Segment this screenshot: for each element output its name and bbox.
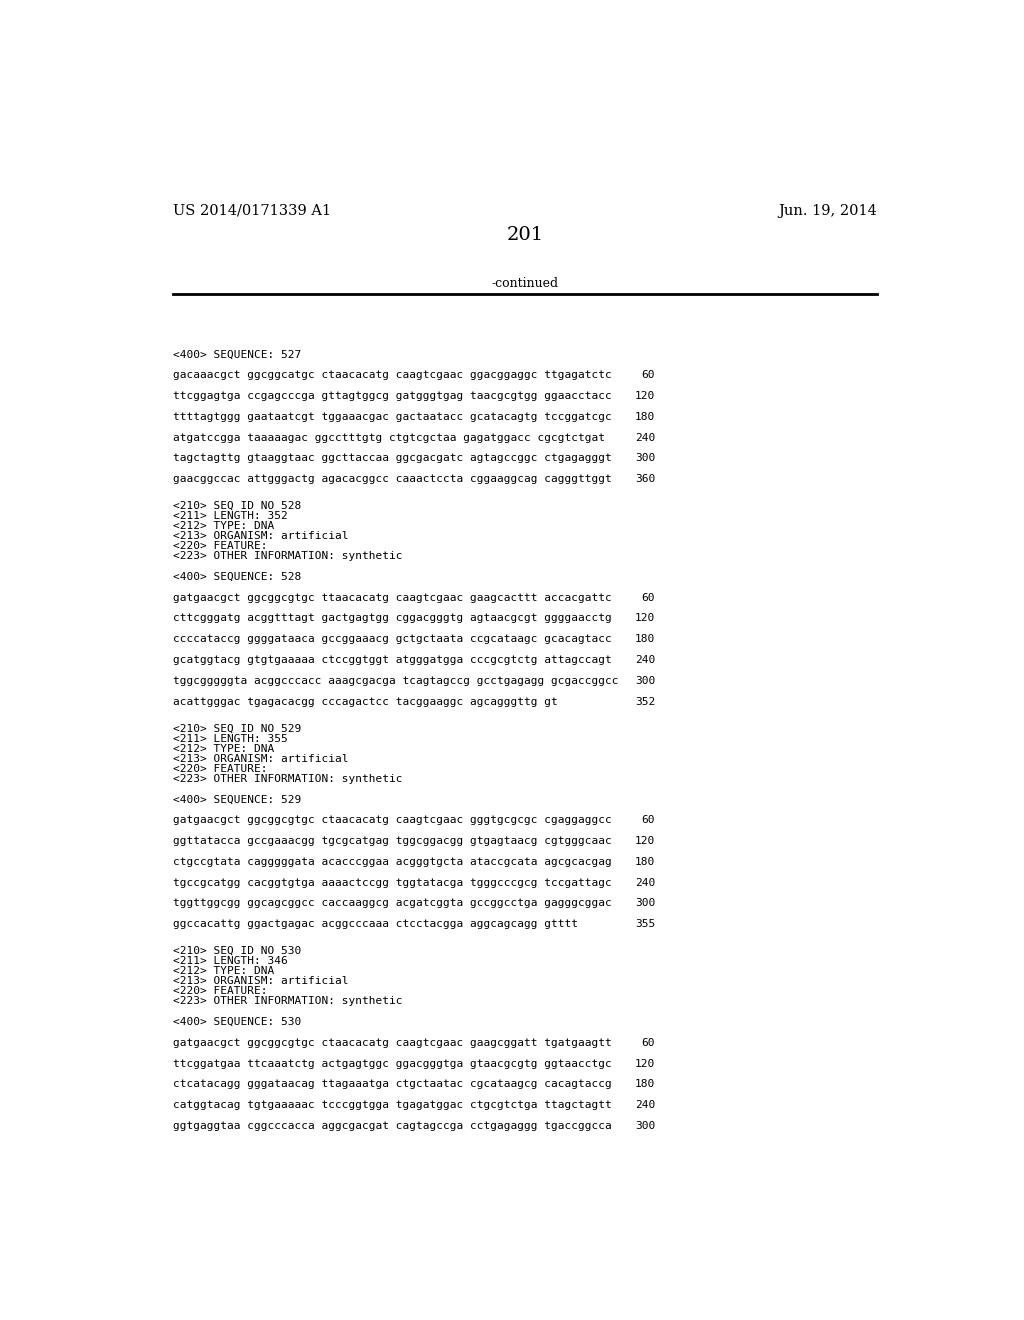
Text: 300: 300 xyxy=(635,453,655,463)
Text: tagctagttg gtaaggtaac ggcttaccaa ggcgacgatc agtagccggc ctgagagggt: tagctagttg gtaaggtaac ggcttaccaa ggcgacg… xyxy=(173,453,611,463)
Text: ggccacattg ggactgagac acggcccaaa ctcctacgga aggcagcagg gtttt: ggccacattg ggactgagac acggcccaaa ctcctac… xyxy=(173,919,578,929)
Text: <220> FEATURE:: <220> FEATURE: xyxy=(173,541,267,550)
Text: tggttggcgg ggcagcggcc caccaaggcg acgatcggta gccggcctga gagggcggac: tggttggcgg ggcagcggcc caccaaggcg acgatcg… xyxy=(173,899,611,908)
Text: 120: 120 xyxy=(635,1059,655,1068)
Text: <400> SEQUENCE: 529: <400> SEQUENCE: 529 xyxy=(173,795,301,804)
Text: <212> TYPE: DNA: <212> TYPE: DNA xyxy=(173,743,274,754)
Text: <223> OTHER INFORMATION: synthetic: <223> OTHER INFORMATION: synthetic xyxy=(173,997,402,1006)
Text: 180: 180 xyxy=(635,412,655,421)
Text: gatgaacgct ggcggcgtgc ctaacacatg caagtcgaac gggtgcgcgc cgaggaggcc: gatgaacgct ggcggcgtgc ctaacacatg caagtcg… xyxy=(173,816,611,825)
Text: -continued: -continued xyxy=(492,277,558,290)
Text: 300: 300 xyxy=(635,676,655,686)
Text: 240: 240 xyxy=(635,655,655,665)
Text: 180: 180 xyxy=(635,857,655,867)
Text: <400> SEQUENCE: 528: <400> SEQUENCE: 528 xyxy=(173,572,301,582)
Text: 300: 300 xyxy=(635,899,655,908)
Text: 120: 120 xyxy=(635,391,655,401)
Text: ggttatacca gccgaaacgg tgcgcatgag tggcggacgg gtgagtaacg cgtgggcaac: ggttatacca gccgaaacgg tgcgcatgag tggcgga… xyxy=(173,836,611,846)
Text: <211> LENGTH: 352: <211> LENGTH: 352 xyxy=(173,511,288,521)
Text: 300: 300 xyxy=(635,1121,655,1131)
Text: <210> SEQ ID NO 528: <210> SEQ ID NO 528 xyxy=(173,502,301,511)
Text: catggtacag tgtgaaaaac tcccggtgga tgagatggac ctgcgtctga ttagctagtt: catggtacag tgtgaaaaac tcccggtgga tgagatg… xyxy=(173,1100,611,1110)
Text: 240: 240 xyxy=(635,878,655,887)
Text: 60: 60 xyxy=(641,816,655,825)
Text: gacaaacgct ggcggcatgc ctaacacatg caagtcgaac ggacggaggc ttgagatctc: gacaaacgct ggcggcatgc ctaacacatg caagtcg… xyxy=(173,370,611,380)
Text: <223> OTHER INFORMATION: synthetic: <223> OTHER INFORMATION: synthetic xyxy=(173,774,402,784)
Text: tggcgggggta acggcccacc aaagcgacga tcagtagccg gcctgagagg gcgaccggcc: tggcgggggta acggcccacc aaagcgacga tcagta… xyxy=(173,676,618,686)
Text: <210> SEQ ID NO 529: <210> SEQ ID NO 529 xyxy=(173,723,301,734)
Text: 240: 240 xyxy=(635,1100,655,1110)
Text: <212> TYPE: DNA: <212> TYPE: DNA xyxy=(173,521,274,531)
Text: <211> LENGTH: 346: <211> LENGTH: 346 xyxy=(173,956,288,966)
Text: <213> ORGANISM: artificial: <213> ORGANISM: artificial xyxy=(173,977,348,986)
Text: 355: 355 xyxy=(635,919,655,929)
Text: 180: 180 xyxy=(635,1080,655,1089)
Text: gatgaacgct ggcggcgtgc ttaacacatg caagtcgaac gaagcacttt accacgattc: gatgaacgct ggcggcgtgc ttaacacatg caagtcg… xyxy=(173,593,611,603)
Text: tgccgcatgg cacggtgtga aaaactccgg tggtatacga tgggcccgcg tccgattagc: tgccgcatgg cacggtgtga aaaactccgg tggtata… xyxy=(173,878,611,887)
Text: 60: 60 xyxy=(641,370,655,380)
Text: <220> FEATURE:: <220> FEATURE: xyxy=(173,763,267,774)
Text: <211> LENGTH: 355: <211> LENGTH: 355 xyxy=(173,734,288,743)
Text: <212> TYPE: DNA: <212> TYPE: DNA xyxy=(173,966,274,975)
Text: ctgccgtata cagggggata acacccggaa acgggtgcta ataccgcata agcgcacgag: ctgccgtata cagggggata acacccggaa acgggtg… xyxy=(173,857,611,867)
Text: <220> FEATURE:: <220> FEATURE: xyxy=(173,986,267,997)
Text: US 2014/0171339 A1: US 2014/0171339 A1 xyxy=(173,203,331,218)
Text: <400> SEQUENCE: 527: <400> SEQUENCE: 527 xyxy=(173,350,301,359)
Text: 360: 360 xyxy=(635,474,655,484)
Text: 180: 180 xyxy=(635,635,655,644)
Text: 201: 201 xyxy=(506,227,544,244)
Text: gaacggccac attgggactg agacacggcc caaactccta cggaaggcag cagggttggt: gaacggccac attgggactg agacacggcc caaactc… xyxy=(173,474,611,484)
Text: 240: 240 xyxy=(635,433,655,442)
Text: 60: 60 xyxy=(641,1038,655,1048)
Text: 120: 120 xyxy=(635,836,655,846)
Text: ttttagtggg gaataatcgt tggaaacgac gactaatacc gcatacagtg tccggatcgc: ttttagtggg gaataatcgt tggaaacgac gactaat… xyxy=(173,412,611,421)
Text: 60: 60 xyxy=(641,593,655,603)
Text: <213> ORGANISM: artificial: <213> ORGANISM: artificial xyxy=(173,531,348,541)
Text: ccccataccg ggggataaca gccggaaacg gctgctaata ccgcataagc gcacagtacc: ccccataccg ggggataaca gccggaaacg gctgcta… xyxy=(173,635,611,644)
Text: 120: 120 xyxy=(635,614,655,623)
Text: atgatccgga taaaaagac ggcctttgtg ctgtcgctaa gagatggacc cgcgtctgat: atgatccgga taaaaagac ggcctttgtg ctgtcgct… xyxy=(173,433,605,442)
Text: Jun. 19, 2014: Jun. 19, 2014 xyxy=(778,203,877,218)
Text: ttcggagtga ccgagcccga gttagtggcg gatgggtgag taacgcgtgg ggaacctacc: ttcggagtga ccgagcccga gttagtggcg gatgggt… xyxy=(173,391,611,401)
Text: <213> ORGANISM: artificial: <213> ORGANISM: artificial xyxy=(173,754,348,763)
Text: 352: 352 xyxy=(635,697,655,706)
Text: gcatggtacg gtgtgaaaaa ctccggtggt atgggatgga cccgcgtctg attagccagt: gcatggtacg gtgtgaaaaa ctccggtggt atgggat… xyxy=(173,655,611,665)
Text: ttcggatgaa ttcaaatctg actgagtggc ggacgggtga gtaacgcgtg ggtaacctgc: ttcggatgaa ttcaaatctg actgagtggc ggacggg… xyxy=(173,1059,611,1068)
Text: ggtgaggtaa cggcccacca aggcgacgat cagtagccga cctgagaggg tgaccggcca: ggtgaggtaa cggcccacca aggcgacgat cagtagc… xyxy=(173,1121,611,1131)
Text: acattgggac tgagacacgg cccagactcc tacggaaggc agcagggttg gt: acattgggac tgagacacgg cccagactcc tacggaa… xyxy=(173,697,558,706)
Text: <400> SEQUENCE: 530: <400> SEQUENCE: 530 xyxy=(173,1016,301,1027)
Text: gatgaacgct ggcggcgtgc ctaacacatg caagtcgaac gaagcggatt tgatgaagtt: gatgaacgct ggcggcgtgc ctaacacatg caagtcg… xyxy=(173,1038,611,1048)
Text: <223> OTHER INFORMATION: synthetic: <223> OTHER INFORMATION: synthetic xyxy=(173,552,402,561)
Text: <210> SEQ ID NO 530: <210> SEQ ID NO 530 xyxy=(173,946,301,956)
Text: cttcgggatg acggtttagt gactgagtgg cggacgggtg agtaacgcgt ggggaacctg: cttcgggatg acggtttagt gactgagtgg cggacgg… xyxy=(173,614,611,623)
Text: ctcatacagg gggataacag ttagaaatga ctgctaatac cgcataagcg cacagtaccg: ctcatacagg gggataacag ttagaaatga ctgctaa… xyxy=(173,1080,611,1089)
